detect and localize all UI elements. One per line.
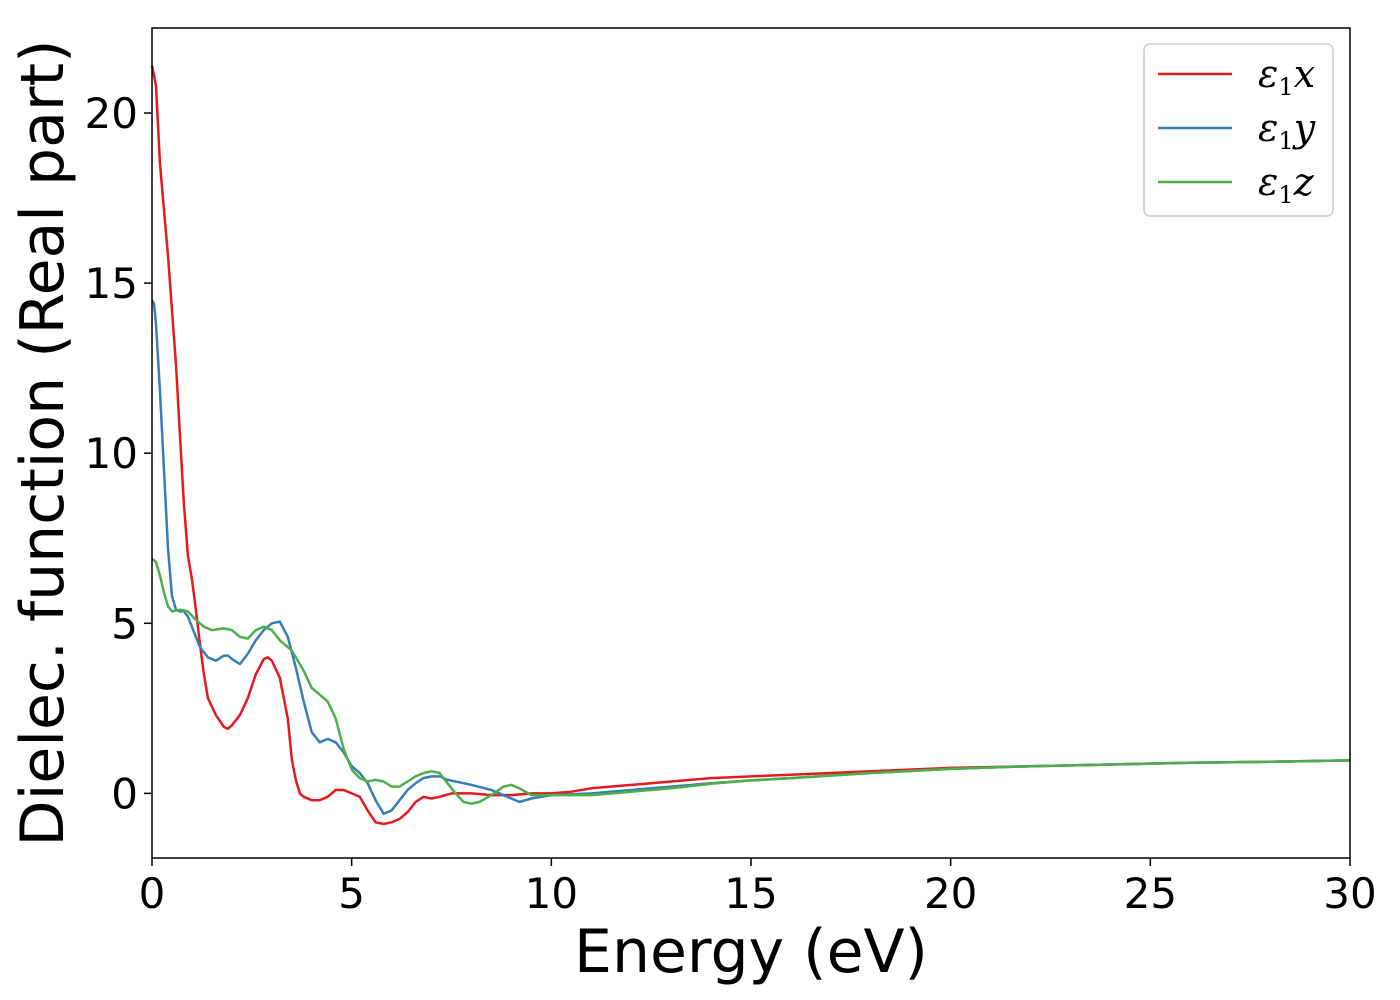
- legend-label-y: ε1y: [1258, 106, 1316, 155]
- legend-symbol: ε: [1258, 160, 1278, 204]
- series-line-z: [151, 557, 1351, 805]
- x-tick-label: 15: [724, 869, 777, 918]
- legend-axis: y: [1292, 106, 1316, 150]
- legend-frame: [1143, 43, 1334, 217]
- x-tick-label: 25: [1124, 869, 1177, 918]
- y-tick-label: 15: [85, 259, 138, 308]
- series-line-x: [150, 65, 1351, 826]
- y-tick-label: 5: [111, 599, 138, 648]
- legend-symbol: ε: [1258, 52, 1278, 96]
- y-tick-label: 0: [111, 769, 138, 818]
- legend-label-x: ε1x: [1258, 52, 1315, 101]
- x-tick-label: 10: [525, 869, 578, 918]
- x-tick-label: 0: [139, 869, 166, 918]
- series-layer: [150, 65, 1351, 826]
- legend-subscript: 1: [1278, 181, 1293, 209]
- legend-axis: z: [1293, 160, 1315, 204]
- x-tick-label: 30: [1323, 869, 1376, 918]
- x-axis: 0 5 10 15 20 25 30: [139, 858, 1377, 918]
- y-axis-title: Dielec. function (Real part): [8, 40, 78, 847]
- x-tick-label: 20: [924, 869, 977, 918]
- x-axis-title: Energy (eV): [574, 917, 928, 987]
- legend-subscript: 1: [1278, 127, 1293, 155]
- x-tick-label: 5: [338, 869, 365, 918]
- legend-axis: x: [1294, 52, 1315, 96]
- legend-label-z: ε1z: [1258, 160, 1315, 209]
- legend-symbol: ε: [1258, 106, 1278, 150]
- series-line-y: [150, 299, 1351, 816]
- y-tick-label: 20: [85, 89, 138, 138]
- legend-subscript: 1: [1278, 73, 1293, 101]
- y-axis: 0 5 10 15 20: [85, 89, 152, 818]
- y-tick-label: 10: [85, 429, 138, 478]
